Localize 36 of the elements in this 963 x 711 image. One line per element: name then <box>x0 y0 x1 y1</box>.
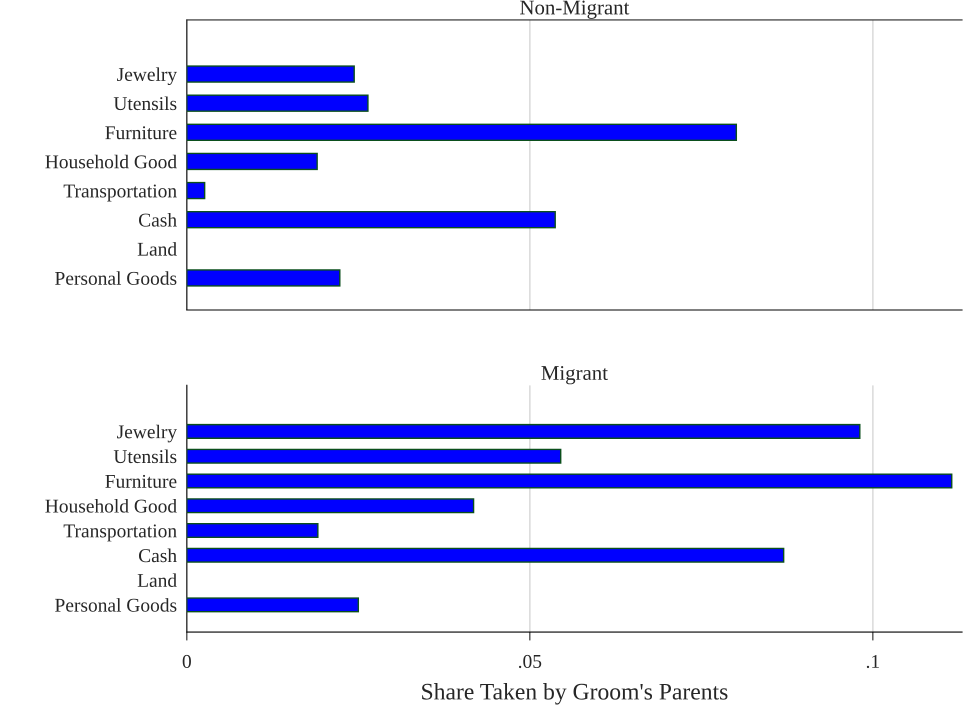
x-tick-label: .1 <box>866 654 879 668</box>
x-axis-title: Share Taken by Groom's Parents <box>422 683 728 705</box>
y-tick-label: Cash <box>139 548 177 562</box>
bar <box>186 523 319 538</box>
bar <box>186 152 318 170</box>
bar <box>186 211 556 228</box>
y-tick-label: Furniture <box>105 474 176 488</box>
y-tick-label: Utensils <box>114 96 176 110</box>
bar <box>186 424 861 439</box>
y-tick-label: Personal Goods <box>55 271 176 285</box>
bar <box>186 65 355 83</box>
bar <box>186 498 474 514</box>
bar <box>186 269 340 287</box>
bar <box>186 548 784 563</box>
y-tick-label: Jewelry <box>117 67 178 86</box>
chart-title: Non-Migrant <box>520 0 630 19</box>
bar <box>186 124 738 142</box>
y-tick-label: Furniture <box>105 126 176 140</box>
y-tick-label: Transportation <box>64 184 177 202</box>
y-tick-label: Household Good <box>45 154 177 168</box>
y-tick-label: Jewelry <box>117 424 178 442</box>
y-tick-label: Land <box>138 573 177 587</box>
x-tick-label: .05 <box>518 654 542 668</box>
y-tick-label: Household Good <box>45 499 177 513</box>
bar <box>186 473 952 488</box>
bar <box>186 182 206 200</box>
bar <box>186 448 562 464</box>
y-tick-label: Personal Goods <box>55 598 176 612</box>
y-tick-label: Utensils <box>114 449 176 464</box>
x-tick-label: 0 <box>182 654 191 668</box>
y-tick-label: Cash <box>139 212 177 227</box>
bar <box>186 94 369 112</box>
y-tick-label: Land <box>138 242 177 256</box>
bar <box>186 597 360 612</box>
y-tick-label: Transportation <box>64 524 177 542</box>
chart-title: Migrant <box>541 366 608 384</box>
